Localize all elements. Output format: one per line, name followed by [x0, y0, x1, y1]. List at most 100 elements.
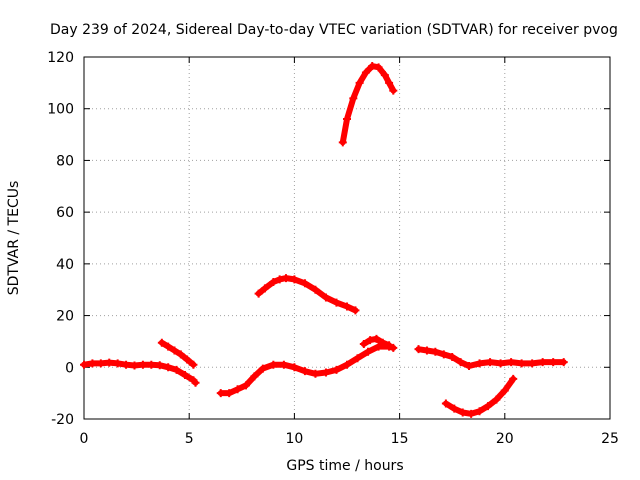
data-point [105, 358, 114, 367]
data-point [389, 343, 398, 352]
data-point [475, 407, 484, 416]
series-arc-4 [254, 274, 360, 315]
data-point [374, 342, 383, 351]
data-point [486, 358, 495, 367]
x-tick-label: 15 [391, 431, 409, 447]
series-arc-7 [414, 345, 568, 370]
data-point [456, 358, 465, 367]
series-arc-5 [338, 62, 398, 147]
x-tick-label: 25 [601, 431, 619, 447]
data-point [122, 360, 131, 369]
data-point [269, 360, 278, 369]
series-line [339, 63, 397, 146]
data-point [113, 359, 122, 368]
data-point [458, 408, 467, 417]
data-point [225, 389, 234, 398]
data-point [559, 358, 568, 367]
data-point [254, 289, 263, 298]
data-point [170, 346, 179, 355]
data-point [130, 361, 139, 370]
data-point [191, 378, 200, 387]
data-point [359, 340, 368, 349]
data-point [155, 361, 164, 370]
data-point [549, 358, 558, 367]
data-point [414, 345, 423, 354]
data-point [138, 360, 147, 369]
data-point [332, 365, 341, 374]
data-point [364, 347, 373, 356]
x-tick-labels: 0 5 10 15 20 25 [80, 431, 619, 447]
data-point [385, 78, 394, 87]
data-point [290, 275, 299, 284]
data-point [538, 358, 547, 367]
data-point [492, 395, 501, 404]
y-axis-label: SDTVAR / TECUs [6, 181, 22, 296]
data-point [338, 138, 347, 147]
data-point [439, 350, 448, 359]
x-tick-label: 20 [496, 431, 514, 447]
data-point [250, 372, 259, 381]
data-point [281, 274, 290, 283]
data-point [422, 346, 431, 355]
data-point [385, 341, 394, 350]
x-tick-label: 0 [80, 431, 89, 447]
data-point [507, 358, 516, 367]
data-point [343, 302, 351, 311]
data-point [450, 404, 459, 413]
data-point [372, 334, 381, 343]
data-point [300, 279, 309, 288]
data-point [349, 94, 358, 103]
data-point [279, 360, 288, 369]
series-arc-6 [359, 334, 394, 350]
y-tick-label: 0 [65, 360, 74, 376]
data-point [300, 367, 309, 376]
data-point [343, 115, 351, 124]
x-tick-label: 10 [285, 431, 303, 447]
data-point [172, 365, 181, 374]
plot-frame [83, 56, 611, 420]
data-point [242, 381, 251, 390]
data-point [361, 68, 370, 77]
data-point [260, 284, 269, 293]
data-point [311, 369, 320, 378]
data-point [500, 386, 509, 395]
data-point [164, 363, 173, 372]
data-point [431, 347, 440, 356]
y-tick-label: 40 [56, 257, 74, 273]
series-arc-1 [80, 358, 200, 387]
series-arc-2 [157, 338, 198, 369]
data-point [233, 385, 242, 394]
data-point [441, 399, 450, 408]
axis-ticks [83, 56, 611, 420]
data-point [290, 363, 299, 372]
data-point [258, 364, 267, 373]
data-point [380, 71, 389, 80]
data-point [176, 350, 185, 359]
data-point [351, 306, 360, 315]
data-point [389, 86, 398, 95]
data-point [374, 63, 383, 72]
data-point [355, 78, 364, 87]
data-point [332, 298, 341, 307]
y-tick-label: -20 [51, 412, 74, 428]
data-series [80, 62, 568, 418]
data-point [517, 359, 526, 368]
data-point [189, 360, 198, 369]
data-point [366, 336, 375, 345]
data-point [321, 368, 330, 377]
data-point [378, 338, 387, 347]
data-point [183, 355, 192, 364]
data-point [467, 409, 476, 418]
data-point [269, 277, 278, 286]
data-point [509, 374, 518, 383]
data-point [311, 285, 320, 294]
series-arc-3 [216, 342, 398, 398]
data-point [353, 354, 362, 363]
data-point [321, 293, 330, 302]
x-tick-label: 5 [185, 431, 194, 447]
y-tick-label: 120 [47, 50, 74, 66]
series-line [415, 346, 567, 369]
grid-lines [84, 57, 610, 419]
data-point [80, 360, 88, 369]
